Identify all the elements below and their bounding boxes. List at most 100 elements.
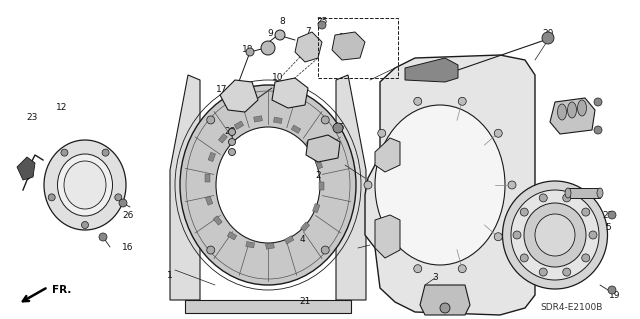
Circle shape — [508, 181, 516, 189]
Circle shape — [48, 194, 55, 201]
Circle shape — [119, 199, 127, 207]
Polygon shape — [375, 138, 400, 172]
Bar — [234, 121, 244, 130]
Polygon shape — [272, 78, 308, 108]
Circle shape — [513, 231, 521, 239]
Text: 1: 1 — [167, 271, 173, 279]
Bar — [227, 232, 237, 240]
Text: 11: 11 — [409, 68, 420, 77]
Bar — [301, 222, 310, 231]
Circle shape — [608, 211, 616, 219]
Ellipse shape — [64, 161, 106, 209]
Polygon shape — [365, 55, 535, 315]
Text: 20: 20 — [542, 28, 554, 38]
Ellipse shape — [568, 102, 577, 118]
Circle shape — [563, 268, 571, 276]
Polygon shape — [550, 98, 595, 134]
Circle shape — [207, 116, 215, 124]
Text: 23: 23 — [26, 114, 38, 122]
Ellipse shape — [180, 85, 356, 285]
Circle shape — [582, 254, 589, 262]
Ellipse shape — [216, 127, 320, 243]
Polygon shape — [568, 188, 600, 198]
Ellipse shape — [577, 100, 586, 116]
Circle shape — [542, 32, 554, 44]
Bar — [208, 152, 216, 161]
Circle shape — [594, 126, 602, 134]
Text: 14: 14 — [564, 100, 576, 109]
Polygon shape — [336, 75, 366, 300]
Ellipse shape — [535, 214, 575, 256]
Circle shape — [608, 286, 616, 294]
Text: SDR4-E2100B: SDR4-E2100B — [541, 303, 603, 313]
Polygon shape — [17, 157, 35, 180]
Circle shape — [333, 123, 343, 133]
Bar — [253, 116, 262, 122]
Text: 9: 9 — [267, 28, 273, 38]
Ellipse shape — [511, 190, 599, 280]
Circle shape — [115, 194, 122, 201]
Bar — [319, 182, 323, 190]
Circle shape — [520, 208, 528, 216]
Text: 12: 12 — [56, 103, 68, 113]
Text: 22: 22 — [579, 190, 591, 199]
Text: 7: 7 — [305, 27, 311, 36]
Circle shape — [582, 208, 589, 216]
Ellipse shape — [58, 154, 113, 216]
Bar — [316, 160, 323, 169]
Polygon shape — [306, 135, 340, 162]
Circle shape — [318, 21, 326, 29]
Text: 18: 18 — [243, 46, 253, 55]
Text: 25: 25 — [316, 18, 328, 26]
Text: 28: 28 — [224, 128, 236, 137]
Text: 5: 5 — [605, 224, 611, 233]
Text: 27: 27 — [602, 211, 614, 219]
Circle shape — [378, 129, 386, 137]
Bar — [205, 174, 209, 182]
Bar — [213, 216, 222, 225]
Bar — [273, 117, 282, 123]
Polygon shape — [220, 80, 258, 112]
Circle shape — [246, 48, 254, 56]
Text: 17: 17 — [216, 85, 228, 94]
Text: 13: 13 — [339, 33, 351, 42]
Polygon shape — [332, 32, 365, 60]
Circle shape — [275, 30, 285, 40]
Text: 2: 2 — [315, 170, 321, 180]
Ellipse shape — [502, 181, 607, 289]
Ellipse shape — [524, 203, 586, 267]
Bar — [306, 140, 315, 149]
Circle shape — [413, 265, 422, 273]
Ellipse shape — [557, 104, 566, 120]
Circle shape — [228, 138, 236, 145]
Circle shape — [261, 41, 275, 55]
Circle shape — [61, 149, 68, 156]
Text: 8: 8 — [279, 18, 285, 26]
Ellipse shape — [375, 105, 505, 265]
Circle shape — [589, 231, 597, 239]
Circle shape — [207, 246, 215, 254]
Circle shape — [321, 116, 329, 124]
Text: 3: 3 — [432, 273, 438, 283]
Ellipse shape — [565, 188, 571, 198]
Ellipse shape — [597, 188, 603, 198]
Polygon shape — [375, 215, 400, 258]
Bar — [218, 134, 227, 143]
Bar — [205, 196, 212, 205]
Circle shape — [494, 233, 502, 241]
Circle shape — [540, 268, 547, 276]
Circle shape — [563, 194, 571, 202]
Circle shape — [102, 149, 109, 156]
Text: 19: 19 — [609, 291, 621, 300]
Bar — [312, 204, 320, 213]
Text: 16: 16 — [122, 243, 134, 253]
Text: 21: 21 — [300, 298, 310, 307]
Bar — [318, 18, 398, 78]
Circle shape — [364, 181, 372, 189]
Text: 15: 15 — [334, 123, 346, 132]
Text: FR.: FR. — [52, 285, 72, 295]
Polygon shape — [295, 32, 322, 62]
Bar — [266, 243, 275, 249]
Text: 24: 24 — [429, 293, 440, 302]
Bar — [246, 241, 255, 248]
